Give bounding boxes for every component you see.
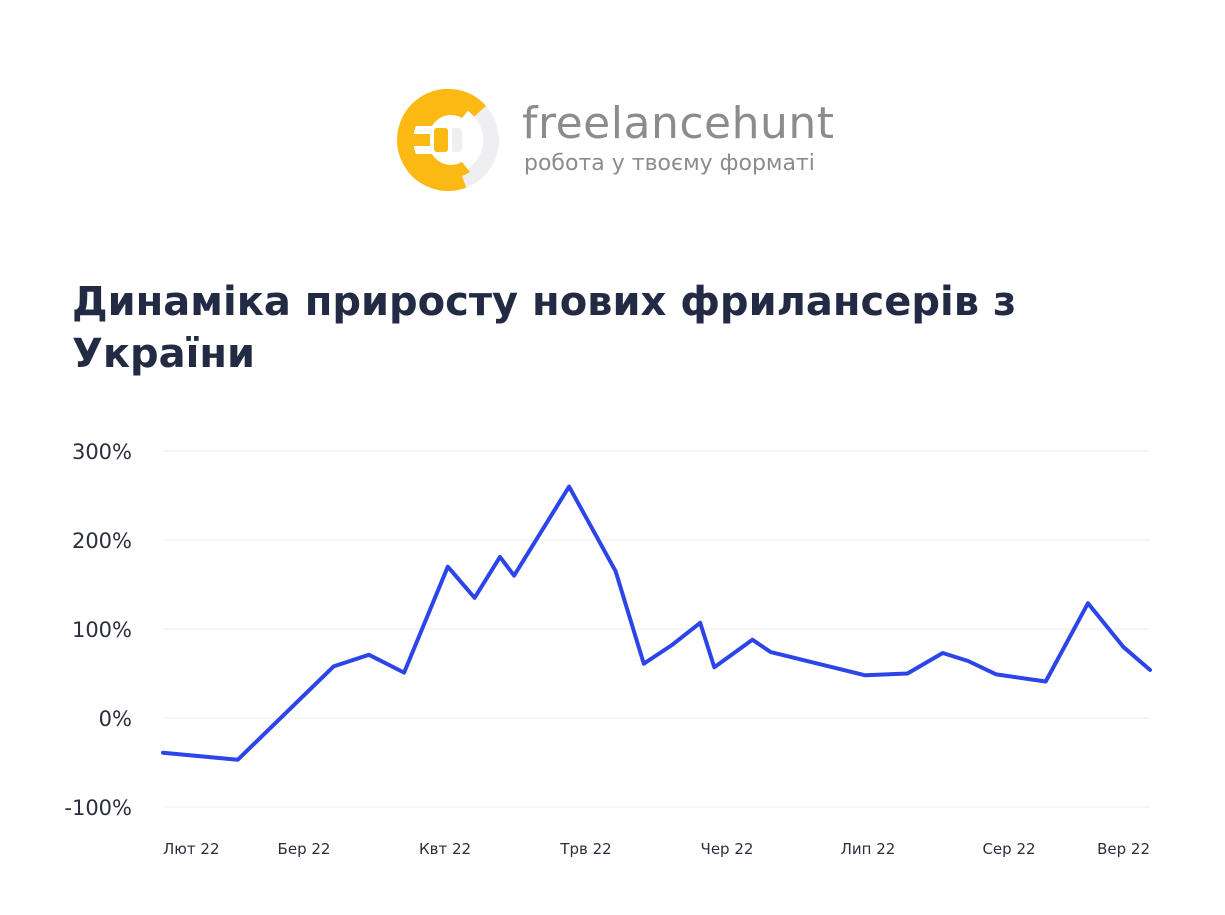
y-tick-label: 0% <box>99 707 132 731</box>
freelancehunt-logo: freelancehunt робота у твоєму форматі <box>390 82 850 198</box>
x-tick-label: Вер 22 <box>1097 840 1150 858</box>
x-tick-label: Бер 22 <box>278 840 331 858</box>
x-tick-label: Квт 22 <box>419 840 471 858</box>
series-line <box>161 484 1152 762</box>
x-axis-ticks: Лют 22 Бер 22 Квт 22 Трв 22 Чер 22 Лип 22 Сер … <box>163 840 1150 858</box>
logo-tagline: робота у твоєму форматі <box>524 151 815 176</box>
y-tick-label: 300% <box>72 440 132 464</box>
x-tick-label: Чер 22 <box>701 840 754 858</box>
y-tick-label: 100% <box>72 618 132 642</box>
series-layer <box>161 484 1152 762</box>
y-tick-label: 200% <box>72 529 132 553</box>
line-chart: 300% 200% 100% 0% -100% Лют 22 Бер 22 Квт 22 Тр… <box>64 440 1152 858</box>
freelancehunt-logo-icon <box>397 88 499 191</box>
x-tick-label: Лют 22 <box>163 840 220 858</box>
x-tick-label: Лип 22 <box>841 840 896 858</box>
chart-title: Динаміка приросту нових фрилансерів з Ук… <box>72 279 1017 377</box>
logo-name: freelancehunt <box>522 98 835 149</box>
y-tick-label: -100% <box>64 796 132 820</box>
y-axis-ticks: 300% 200% 100% 0% -100% <box>64 440 132 820</box>
grid-lines <box>163 450 1150 808</box>
x-tick-label: Сер 22 <box>982 840 1035 858</box>
x-tick-label: Трв 22 <box>559 840 611 858</box>
